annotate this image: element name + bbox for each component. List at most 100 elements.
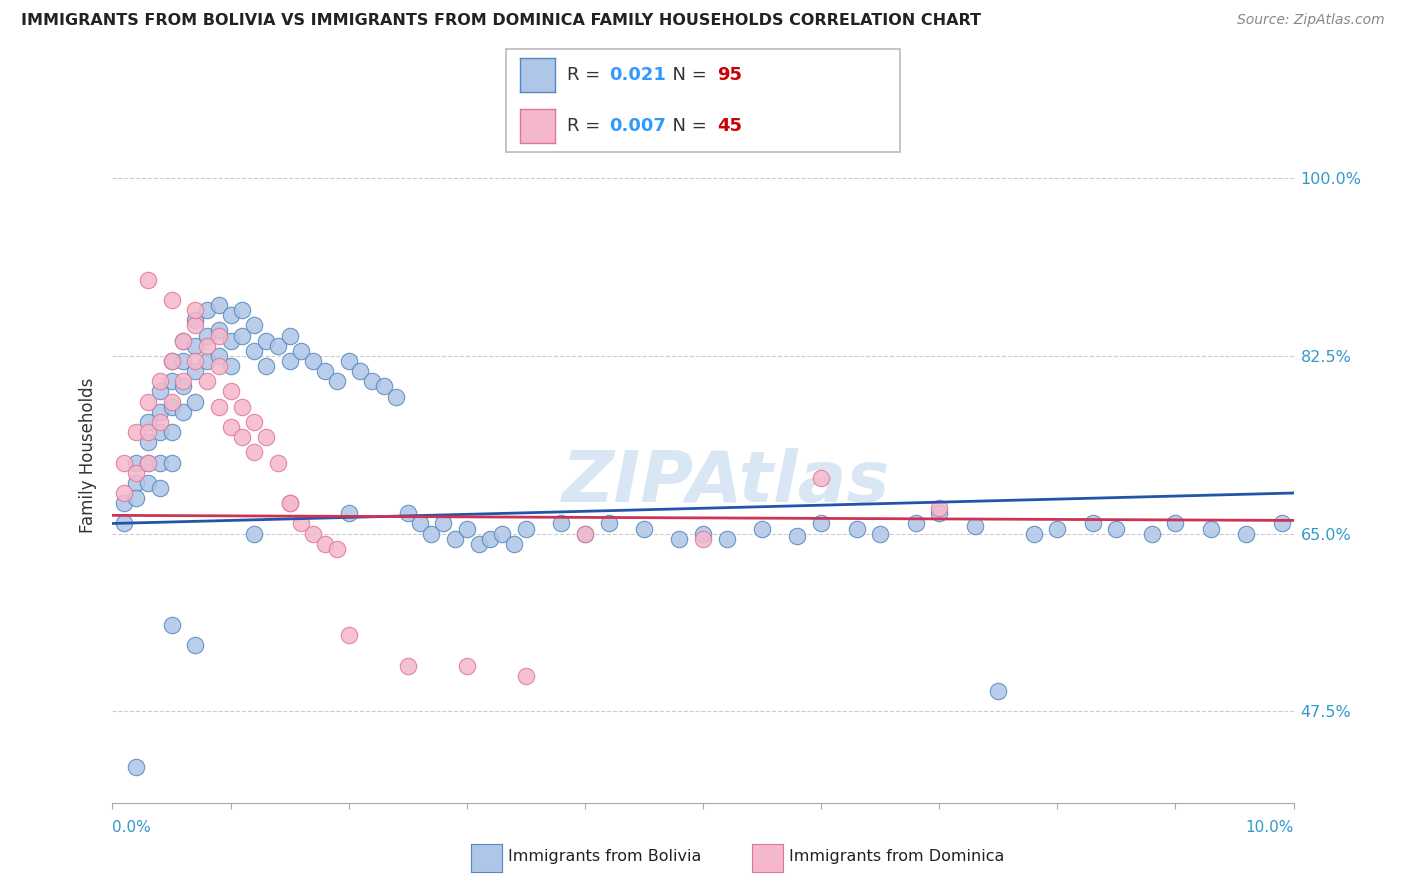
Point — [302, 354, 325, 368]
Point — [231, 328, 253, 343]
Text: IMMIGRANTS FROM BOLIVIA VS IMMIGRANTS FROM DOMINICA FAMILY HOUSEHOLDS CORRELATIO: IMMIGRANTS FROM BOLIVIA VS IMMIGRANTS FR… — [21, 13, 981, 29]
Point — [751, 522, 773, 536]
Point — [172, 334, 194, 348]
Text: 0.007: 0.007 — [609, 117, 665, 135]
Point — [219, 384, 242, 399]
Point — [195, 354, 218, 368]
Point — [219, 359, 242, 373]
Point — [373, 379, 395, 393]
Point — [420, 526, 443, 541]
Point — [290, 343, 312, 358]
Point — [278, 354, 301, 368]
Point — [195, 339, 218, 353]
Point — [219, 334, 242, 348]
Point — [1081, 516, 1104, 531]
Point — [149, 374, 172, 388]
Point — [125, 760, 148, 774]
Point — [668, 532, 690, 546]
Point — [149, 481, 172, 495]
Point — [208, 298, 231, 312]
Text: R =: R = — [567, 117, 606, 135]
Point — [184, 639, 207, 653]
Point — [515, 522, 537, 536]
Point — [149, 384, 172, 399]
Text: N =: N = — [661, 117, 713, 135]
Point — [1164, 516, 1187, 531]
Point — [136, 415, 159, 429]
Point — [598, 516, 620, 531]
Point — [987, 684, 1010, 698]
Point — [491, 526, 513, 541]
Text: 95: 95 — [717, 66, 742, 84]
Point — [160, 425, 183, 439]
Point — [290, 516, 312, 531]
Point — [692, 532, 714, 546]
Point — [385, 390, 408, 404]
Point — [278, 496, 301, 510]
Point — [208, 359, 231, 373]
Point — [1140, 526, 1163, 541]
Point — [396, 658, 419, 673]
Point — [302, 526, 325, 541]
Point — [136, 435, 159, 450]
Point — [149, 456, 172, 470]
Point — [243, 318, 266, 333]
Point — [928, 506, 950, 520]
Point — [231, 430, 253, 444]
Point — [550, 516, 572, 531]
Point — [160, 374, 183, 388]
Text: ZIPAtlas: ZIPAtlas — [562, 449, 891, 517]
Point — [184, 339, 207, 353]
Point — [172, 374, 194, 388]
Point — [243, 343, 266, 358]
Text: N =: N = — [661, 66, 713, 84]
Point — [184, 303, 207, 318]
Point — [1234, 526, 1257, 541]
Point — [125, 466, 148, 480]
Point — [349, 364, 371, 378]
Text: R =: R = — [567, 66, 606, 84]
Point — [278, 496, 301, 510]
Text: Source: ZipAtlas.com: Source: ZipAtlas.com — [1237, 13, 1385, 28]
Point — [208, 400, 231, 414]
Point — [219, 308, 242, 322]
Point — [254, 430, 277, 444]
Point — [160, 618, 183, 632]
Point — [184, 394, 207, 409]
Point — [456, 658, 478, 673]
Point — [278, 328, 301, 343]
Point — [444, 532, 467, 546]
Point — [243, 415, 266, 429]
Text: Immigrants from Bolivia: Immigrants from Bolivia — [508, 849, 702, 863]
Point — [928, 501, 950, 516]
Point — [1271, 516, 1294, 531]
Point — [254, 334, 277, 348]
Point — [845, 522, 868, 536]
Point — [904, 516, 927, 531]
Point — [112, 486, 135, 500]
Point — [869, 526, 891, 541]
Point — [432, 516, 454, 531]
Point — [195, 328, 218, 343]
Point — [231, 303, 253, 318]
Point — [515, 669, 537, 683]
Text: 10.0%: 10.0% — [1246, 821, 1294, 835]
Point — [467, 537, 489, 551]
Point — [692, 526, 714, 541]
Point — [267, 339, 290, 353]
Point — [633, 522, 655, 536]
Point — [172, 379, 194, 393]
Point — [172, 334, 194, 348]
Point — [408, 516, 430, 531]
Point — [136, 394, 159, 409]
Point — [160, 354, 183, 368]
Point — [136, 475, 159, 490]
Point — [810, 471, 832, 485]
Point — [160, 394, 183, 409]
Point — [314, 364, 336, 378]
Point — [396, 506, 419, 520]
Point — [267, 456, 290, 470]
Point — [208, 324, 231, 338]
Point — [243, 445, 266, 459]
Point — [160, 456, 183, 470]
